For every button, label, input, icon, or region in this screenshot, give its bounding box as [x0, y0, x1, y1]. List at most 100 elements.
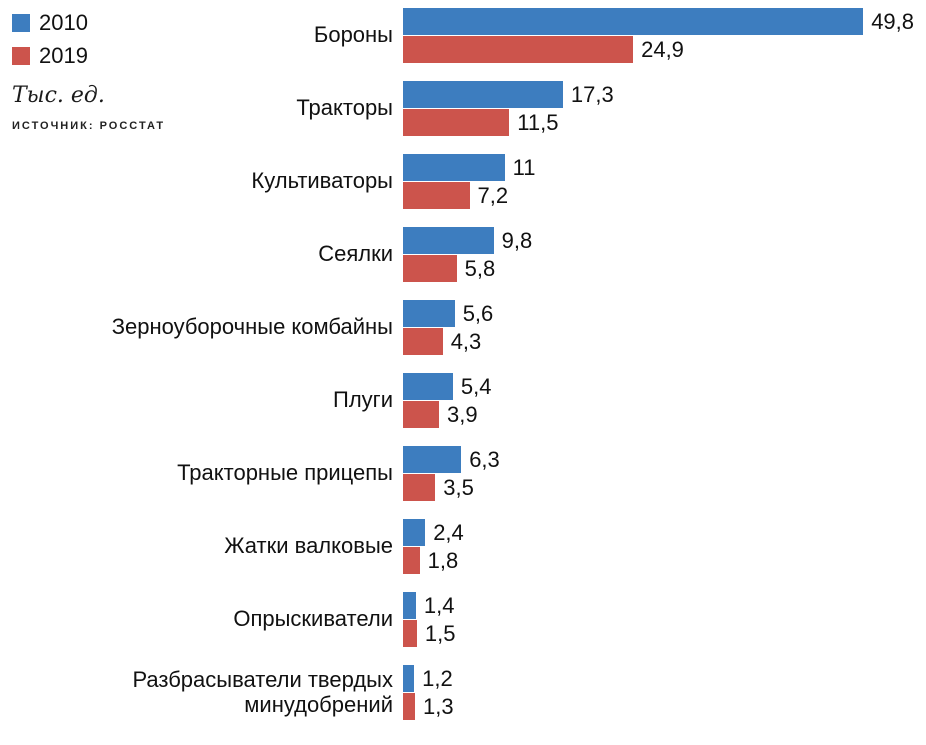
- category-label: Сеялки: [318, 241, 393, 267]
- bar-line-2019: 1,8: [403, 547, 464, 574]
- category-label: Опрыскиватели: [233, 606, 393, 632]
- value-label-2010: 6,3: [469, 446, 500, 472]
- chart-row: Бороны 49,8 24,9: [0, 8, 926, 81]
- value-label-2019: 3,9: [447, 401, 478, 427]
- bar-line-2019: 24,9: [403, 36, 914, 63]
- bar-2010: [403, 227, 494, 254]
- value-label-2019: 24,9: [641, 36, 684, 62]
- unit-label: Тыс. ед.: [12, 83, 105, 108]
- bar-2019: [403, 36, 634, 63]
- category-label: Зерноуборочные комбайны: [111, 314, 393, 340]
- value-label-2019: 1,8: [427, 547, 459, 573]
- category-label: Бороны: [313, 22, 393, 48]
- value-label-2010: 5,4: [460, 373, 492, 399]
- bar-line-2019: 3,5: [403, 474, 500, 501]
- bar-line-2019: 1,5: [403, 620, 455, 647]
- bar-line-2010: 5,4: [403, 373, 491, 400]
- bar-2019: [403, 620, 417, 647]
- value-label-2019: 11,5: [517, 109, 559, 135]
- value-label-2010: 2,4: [433, 519, 464, 545]
- bar-line-2010: 49,8: [403, 8, 914, 35]
- bar-line-2010: 1,2: [403, 665, 454, 692]
- bar-2019: [403, 109, 510, 136]
- value-label-2010: 17,3: [570, 81, 614, 107]
- bar-group: 9,8 5,8: [403, 227, 532, 282]
- bar-group: 6,3 3,5: [403, 446, 500, 501]
- bar-line-2010: 6,3: [403, 446, 500, 473]
- value-label-2010: 5,6: [462, 300, 494, 326]
- bar-line-2019: 3,9: [403, 401, 491, 428]
- value-label-2010: 11: [512, 154, 536, 180]
- bar-2010: [403, 665, 415, 692]
- bar-group: 49,8 24,9: [403, 8, 914, 63]
- category-label: Тракторные прицепы: [177, 460, 393, 486]
- bar-group: 1,4 1,5: [403, 592, 455, 647]
- bar-group: 5,4 3,9: [403, 373, 491, 428]
- bar-2010: [403, 81, 563, 108]
- chart-row: Плуги 5,4 3,9: [0, 373, 926, 446]
- chart-header: 2010 2019 Тыс. ед. ИСТОЧНИК: РОССТАТ: [12, 10, 165, 132]
- bar-line-2019: 1,3: [403, 693, 454, 720]
- bar-line-2019: 4,3: [403, 328, 493, 355]
- legend-swatch-2010: [12, 14, 30, 32]
- bar-group: 11 7,2: [403, 154, 535, 209]
- category-label: Разбрасыватели твердых минудобрений: [132, 666, 393, 717]
- legend-item-2010: 2010: [12, 10, 165, 36]
- bar-line-2010: 1,4: [403, 592, 455, 619]
- bar-chart: Бороны 49,8 24,9 Тракторы 17,3 11,5: [0, 8, 926, 738]
- value-label-2019: 3,5: [443, 474, 474, 500]
- bar-line-2019: 7,2: [403, 182, 535, 209]
- legend-label-2019: 2019: [39, 43, 88, 68]
- legend-swatch-2019: [12, 47, 30, 65]
- bar-group: 2,4 1,8: [403, 519, 464, 574]
- category-label: Плуги: [333, 387, 393, 413]
- bar-2019: [403, 255, 457, 282]
- bar-2010: [403, 300, 455, 327]
- chart-row: Зерноуборочные комбайны 5,6 4,3: [0, 300, 926, 373]
- bar-2019: [403, 693, 415, 720]
- bar-2010: [403, 154, 505, 181]
- value-label-2019: 1,5: [424, 620, 456, 646]
- bar-line-2010: 17,3: [403, 81, 614, 108]
- bar-line-2010: 9,8: [403, 227, 532, 254]
- bar-2019: [403, 401, 439, 428]
- value-label-2010: 9,8: [501, 227, 533, 253]
- chart-row: Опрыскиватели 1,4 1,5: [0, 592, 926, 665]
- bar-2010: [403, 592, 416, 619]
- value-label-2019: 5,8: [464, 255, 496, 281]
- legend-item-2019: 2019: [12, 43, 165, 69]
- value-label-2010: 1,4: [423, 592, 455, 618]
- bar-line-2019: 11,5: [403, 109, 614, 136]
- bar-2019: [403, 474, 436, 501]
- category-label: Жатки валковые: [224, 533, 393, 559]
- bar-2019: [403, 547, 420, 574]
- value-label-2010: 49,8: [871, 8, 915, 34]
- value-label-2019: 1,3: [423, 693, 454, 719]
- chart-row: Культиваторы 11 7,2: [0, 154, 926, 227]
- bar-group: 1,2 1,3: [403, 665, 454, 720]
- bar-line-2010: 2,4: [403, 519, 464, 546]
- bar-2010: [403, 519, 426, 546]
- chart-row: Жатки валковые 2,4 1,8: [0, 519, 926, 592]
- source-label: ИСТОЧНИК: РОССТАТ: [12, 120, 166, 132]
- value-label-2010: 1,2: [422, 665, 453, 691]
- chart-row: Тракторы 17,3 11,5: [0, 81, 926, 154]
- legend: 2010 2019: [12, 10, 165, 69]
- category-label: Тракторы: [296, 95, 393, 121]
- bar-line-2010: 11: [403, 154, 535, 181]
- chart-row: Сеялки 9,8 5,8: [0, 227, 926, 300]
- bar-2010: [403, 446, 462, 473]
- bar-2019: [403, 182, 470, 209]
- value-label-2019: 7,2: [477, 182, 509, 208]
- bar-2010: [403, 373, 453, 400]
- bar-2010: [403, 8, 864, 35]
- value-label-2019: 4,3: [450, 328, 482, 354]
- category-label: Культиваторы: [251, 168, 393, 194]
- legend-label-2010: 2010: [39, 10, 88, 35]
- bar-group: 17,3 11,5: [403, 81, 614, 136]
- chart-row: Разбрасыватели твердых минудобрений 1,2 …: [0, 665, 926, 738]
- bar-line-2010: 5,6: [403, 300, 493, 327]
- bar-line-2019: 5,8: [403, 255, 532, 282]
- bar-group: 5,6 4,3: [403, 300, 493, 355]
